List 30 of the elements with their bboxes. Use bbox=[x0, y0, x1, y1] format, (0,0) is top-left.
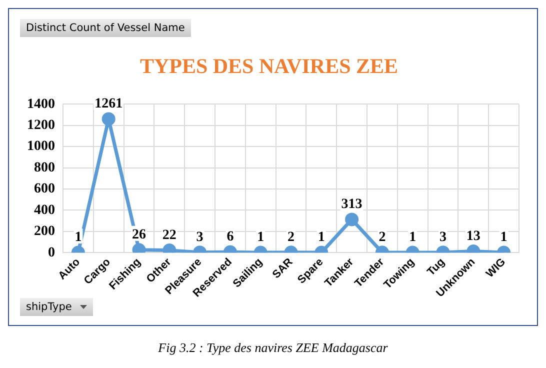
y-tick-label: 1200 bbox=[27, 118, 55, 134]
y-tick-label: 400 bbox=[34, 202, 55, 218]
data-label: 3 bbox=[440, 230, 446, 245]
data-label: 1 bbox=[74, 230, 82, 246]
caption: Fig 3.2 : Type des navires ZEE Madagascar bbox=[157, 340, 389, 356]
y-tick-label: 800 bbox=[34, 160, 55, 176]
x-tick-label: WIG bbox=[484, 256, 508, 280]
data-label: 6 bbox=[226, 230, 234, 245]
data-label: 1 bbox=[257, 230, 264, 246]
data-label: 313 bbox=[341, 197, 362, 212]
data-label: 2 bbox=[288, 230, 294, 246]
data-label: 1 bbox=[409, 230, 416, 246]
y-tick-label: 600 bbox=[34, 182, 55, 197]
data-label: 1 bbox=[318, 230, 325, 246]
y-tick-label: 1000 bbox=[27, 139, 55, 154]
y-tick-label: 200 bbox=[34, 224, 55, 240]
text: shipType bbox=[26, 301, 72, 313]
data-label: 13 bbox=[466, 228, 480, 244]
point bbox=[102, 112, 116, 126]
data-label: 1261 bbox=[94, 96, 123, 112]
data-label: 22 bbox=[162, 228, 176, 243]
data-label: 2 bbox=[378, 230, 386, 246]
point bbox=[132, 243, 146, 253]
data-label: 1 bbox=[500, 230, 508, 246]
data-label: 3 bbox=[196, 230, 204, 245]
data-label: 26 bbox=[132, 227, 146, 242]
chart-title: TYPES DES NAVIRES ZEE bbox=[140, 54, 398, 78]
y-tick-label: 0 bbox=[48, 245, 55, 260]
text: Distinct Count of Vessel Name bbox=[20, 19, 191, 37]
y-tick-label: 1400 bbox=[27, 96, 55, 112]
